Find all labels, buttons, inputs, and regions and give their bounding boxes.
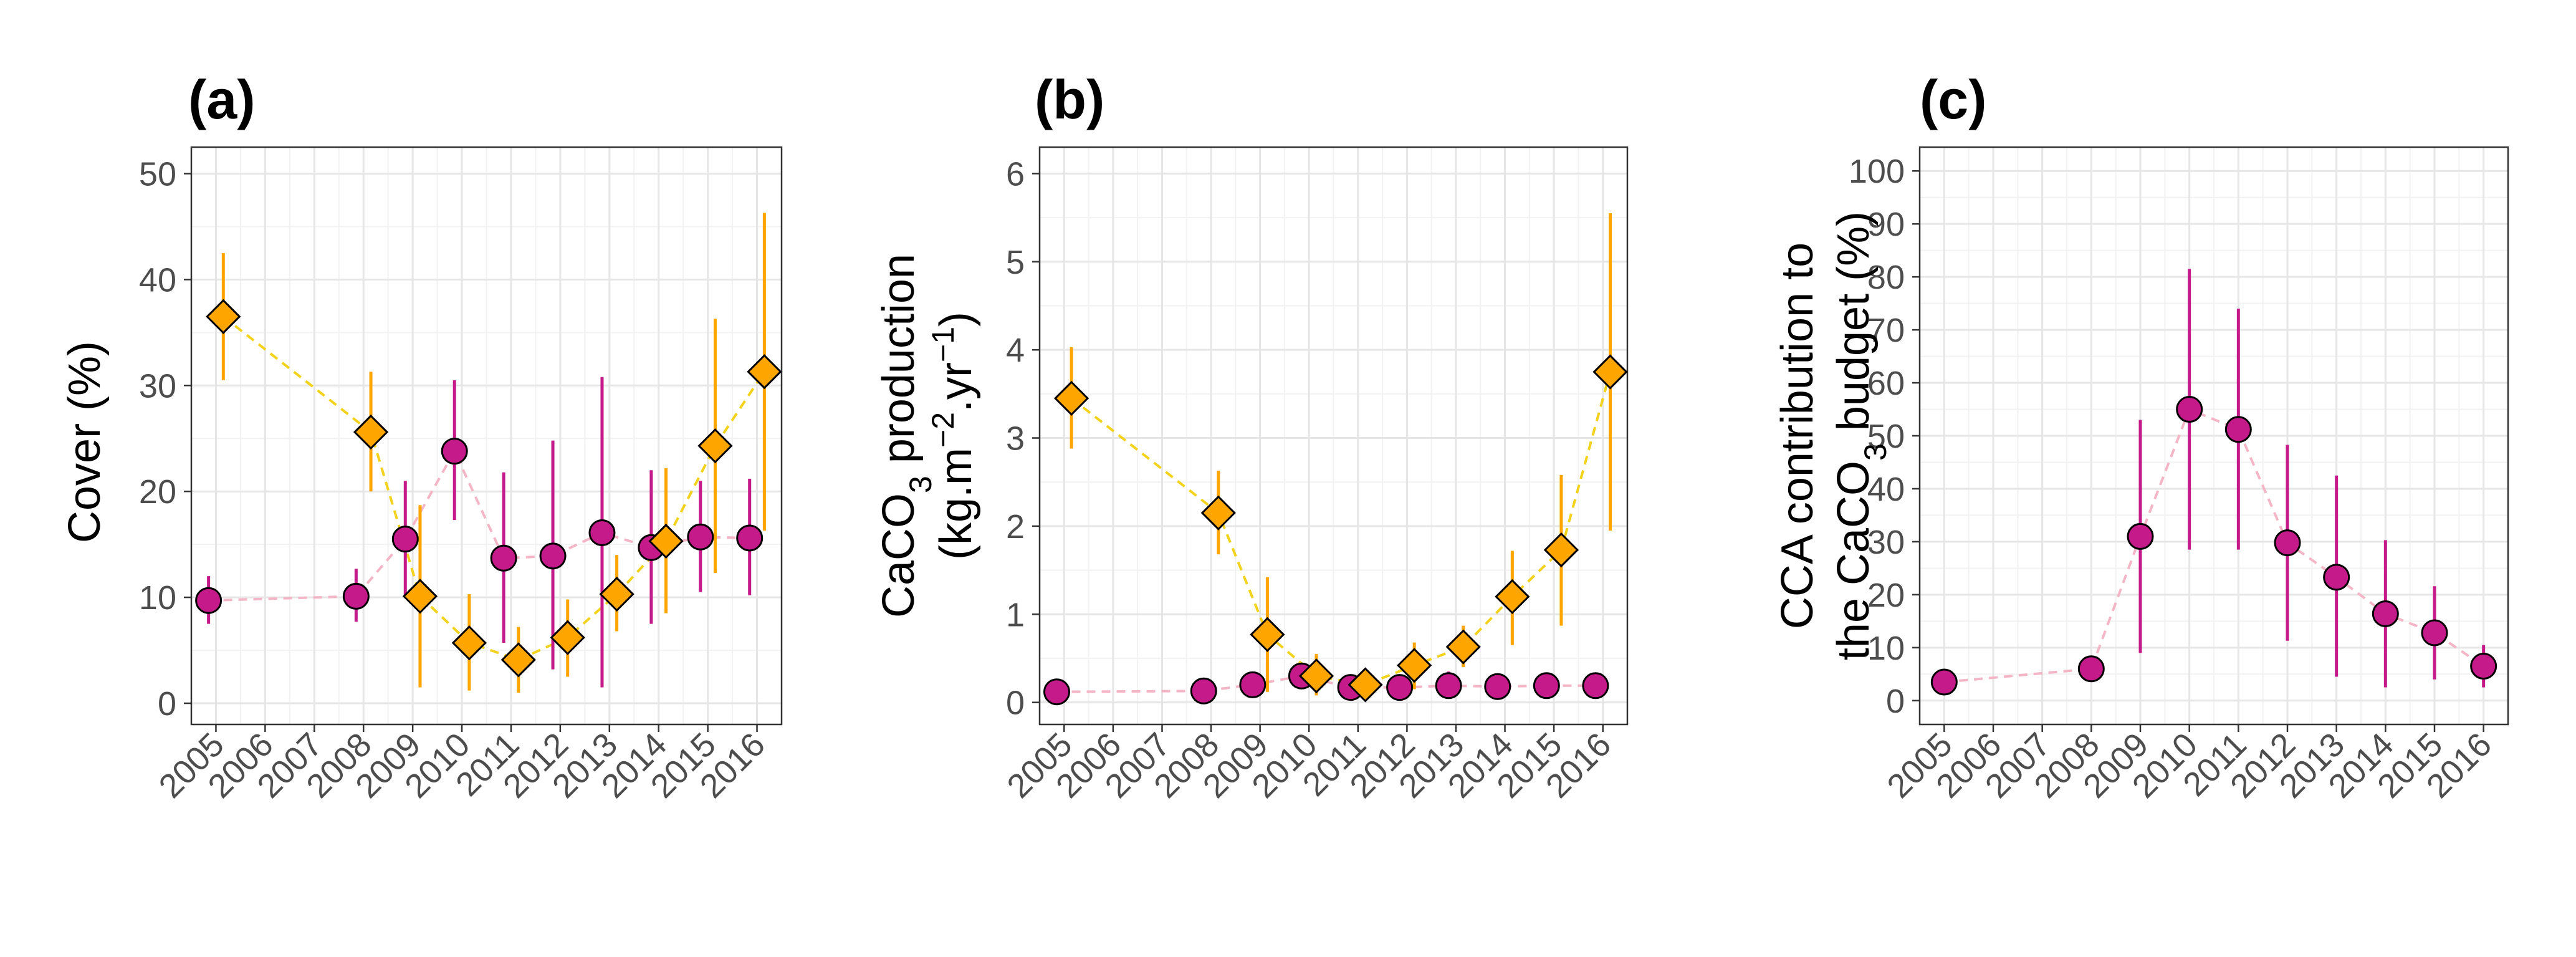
cca-point <box>195 587 223 614</box>
y-tick-label: 1 <box>1006 596 1025 633</box>
y-tick-label: 6 <box>1006 155 1025 193</box>
y-tick-label: 20 <box>1867 577 1905 614</box>
cca-point <box>1239 671 1266 698</box>
y-tick-label: 80 <box>1867 259 1905 296</box>
cca-point <box>2274 529 2301 557</box>
cca-point <box>1043 678 1071 706</box>
coral-trend-line <box>223 315 766 661</box>
cca-point <box>1386 674 1414 701</box>
coral-point <box>1200 495 1236 531</box>
panel-border <box>1038 146 1629 726</box>
cca-point <box>2372 600 2399 627</box>
coral-point <box>1495 579 1530 615</box>
panel-c: 0102030405060708090100200520062007200820… <box>1773 69 2509 805</box>
panel-tag: (b) <box>1035 69 1104 130</box>
coral-point <box>451 625 487 661</box>
cca-point <box>2127 522 2154 550</box>
y-tick-label: 10 <box>1867 630 1905 667</box>
cca-point <box>490 544 517 572</box>
y-tick-label: 0 <box>1886 683 1905 720</box>
y-tick-label: 40 <box>1867 471 1905 508</box>
coral-point <box>1397 648 1432 683</box>
y-axis-title-line2: the CaCO3 budget (%) <box>1829 211 1893 660</box>
coral-point <box>697 428 733 464</box>
panel-a: 0102030405020052006200720082009201020112… <box>60 69 783 805</box>
y-tick-label: 4 <box>1006 332 1025 369</box>
cca-point <box>2470 653 2497 680</box>
y-tick-label: 40 <box>139 261 176 299</box>
coral-point <box>599 576 634 612</box>
y-tick-label: 90 <box>1867 206 1905 243</box>
cca-point <box>2176 396 2203 423</box>
y-tick-label: 0 <box>158 685 176 723</box>
cca-point <box>342 582 370 610</box>
coral-point <box>648 523 684 559</box>
cca-point <box>1435 672 1462 700</box>
coral-point <box>500 642 536 678</box>
y-axis-title-line2: (kg.m−2.yr−1) <box>926 312 981 560</box>
cca-point <box>588 519 616 546</box>
cca-point <box>2224 416 2252 443</box>
coral-point <box>1348 667 1383 703</box>
cca-point <box>1930 668 1958 696</box>
y-tick-label: 20 <box>139 473 176 511</box>
cca-point <box>736 524 764 552</box>
cca-point <box>2077 655 2105 683</box>
coral-point <box>1543 532 1579 568</box>
y-tick-label: 30 <box>139 367 176 405</box>
cca-point <box>2421 619 2448 647</box>
y-tick-label: 5 <box>1006 244 1025 281</box>
cca-point <box>1484 673 1511 700</box>
coral-point <box>1445 629 1481 665</box>
y-tick-label: 50 <box>1867 418 1905 455</box>
y-tick-label: 100 <box>1849 153 1905 190</box>
y-tick-label: 0 <box>1006 685 1025 722</box>
cca-point <box>687 523 714 551</box>
cca-point <box>1582 672 1609 700</box>
y-tick-label: 50 <box>139 155 176 193</box>
cca-point <box>1533 672 1560 700</box>
panel-border <box>190 146 783 726</box>
coral-point <box>206 299 241 334</box>
panel-tag: (c) <box>1920 69 1987 130</box>
y-tick-label: 3 <box>1006 420 1025 458</box>
y-tick-label: 60 <box>1867 365 1905 402</box>
y-tick-label: 70 <box>1867 312 1905 349</box>
cca-trend-line <box>1944 407 2484 684</box>
coral-point <box>1298 658 1334 694</box>
coral-point <box>353 414 389 450</box>
y-axis-title-line1: CaCO3 production <box>874 254 938 618</box>
coral-point <box>1592 354 1628 390</box>
cca-point <box>2323 564 2350 591</box>
y-tick-label: 2 <box>1006 508 1025 546</box>
coral-point <box>550 620 585 655</box>
coral-point <box>1250 617 1285 652</box>
panel-b: 0123456200520062007200820092010201120122… <box>874 69 1629 805</box>
coral-point <box>1053 380 1089 416</box>
y-axis-title: Cover (%) <box>60 341 110 543</box>
cca-point <box>1190 677 1217 705</box>
coral-point <box>402 579 438 614</box>
coral-point <box>747 354 782 390</box>
panel-tag: (a) <box>188 69 256 130</box>
y-tick-label: 30 <box>1867 524 1905 561</box>
cca-point <box>391 526 419 553</box>
cca-point <box>441 438 468 465</box>
cca-point <box>539 542 567 570</box>
y-tick-label: 10 <box>139 579 176 617</box>
y-axis-title-line1: CCA contribution to <box>1773 243 1822 629</box>
